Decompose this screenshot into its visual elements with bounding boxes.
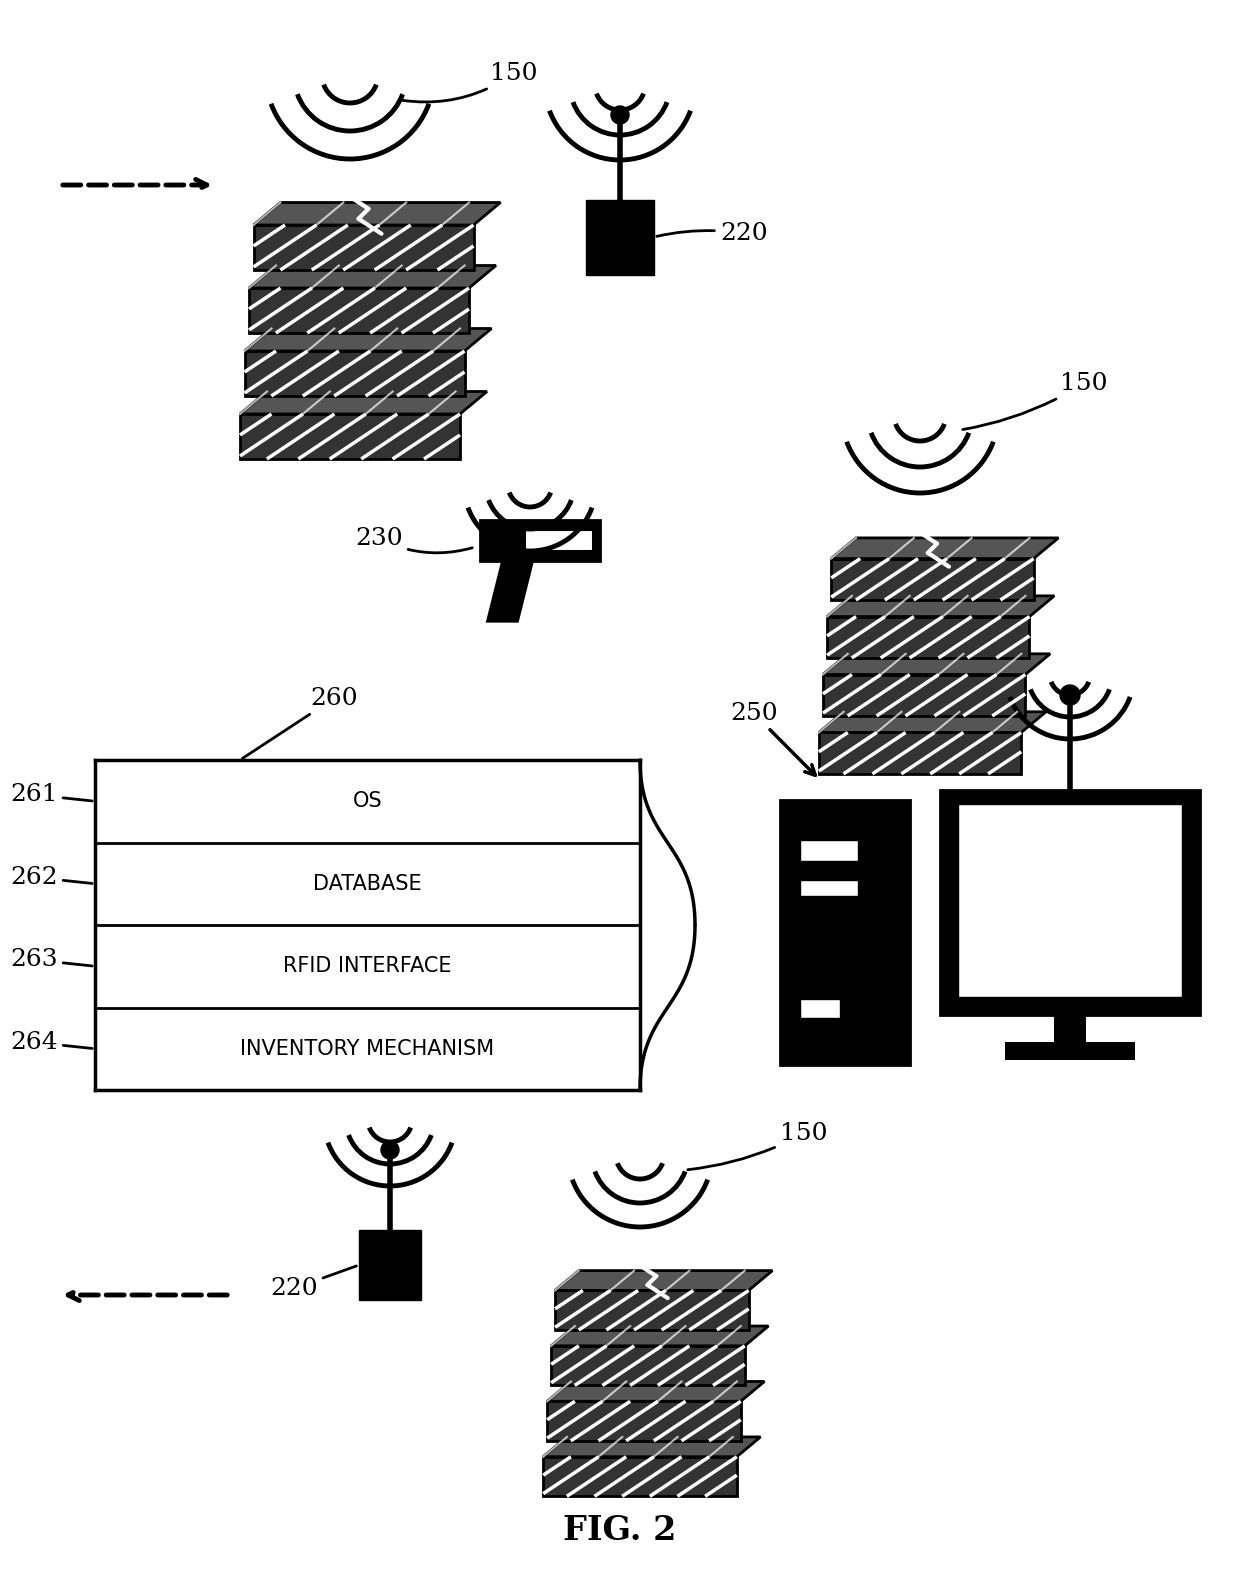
Polygon shape [543,1456,737,1496]
Text: 250: 250 [730,701,816,776]
Polygon shape [556,1271,773,1290]
Text: OS: OS [352,792,382,810]
Bar [800,999,841,1018]
Text: FIG. 2: FIG. 2 [563,1513,677,1547]
Bar [780,799,910,1065]
Polygon shape [253,225,474,271]
Polygon shape [547,1382,765,1401]
Bar [360,1230,422,1300]
Polygon shape [556,1290,749,1330]
Polygon shape [827,595,1054,616]
Text: 262: 262 [10,866,92,888]
Polygon shape [244,329,491,351]
Polygon shape [818,733,1022,774]
Polygon shape [487,562,532,621]
Text: 150: 150 [688,1122,827,1170]
Text: 263: 263 [10,948,92,972]
Bar [587,199,653,275]
Text: 150: 150 [962,372,1107,429]
Bar [800,839,858,861]
Text: 261: 261 [10,784,92,806]
Polygon shape [551,1327,769,1346]
Circle shape [1060,685,1080,704]
Polygon shape [827,616,1029,659]
Text: 260: 260 [242,687,357,758]
Polygon shape [831,538,1059,559]
Polygon shape [480,519,600,562]
Polygon shape [551,1346,745,1385]
Polygon shape [831,559,1034,600]
Bar [1004,1042,1135,1061]
Text: 220: 220 [270,1266,356,1300]
Text: RFID INTERFACE: RFID INTERFACE [283,956,451,977]
Polygon shape [253,203,501,225]
Polygon shape [241,415,460,459]
Text: 230: 230 [355,527,472,552]
Text: INVENTORY MECHANISM: INVENTORY MECHANISM [241,1038,495,1059]
Polygon shape [249,288,469,332]
Bar [800,880,858,896]
Polygon shape [823,674,1025,716]
Text: 220: 220 [657,222,768,245]
Polygon shape [547,1401,740,1441]
Text: 264: 264 [10,1031,92,1054]
Polygon shape [244,351,465,396]
Text: DATABASE: DATABASE [314,874,422,894]
Text: 150: 150 [403,62,537,101]
Polygon shape [823,654,1050,674]
Polygon shape [818,712,1047,733]
Bar [1054,1015,1085,1042]
Bar [525,530,593,551]
Circle shape [611,106,629,123]
Circle shape [381,1141,399,1159]
Polygon shape [543,1437,760,1456]
Bar [959,804,1182,997]
Polygon shape [249,266,496,288]
Polygon shape [241,391,487,415]
Bar [940,790,1200,1015]
